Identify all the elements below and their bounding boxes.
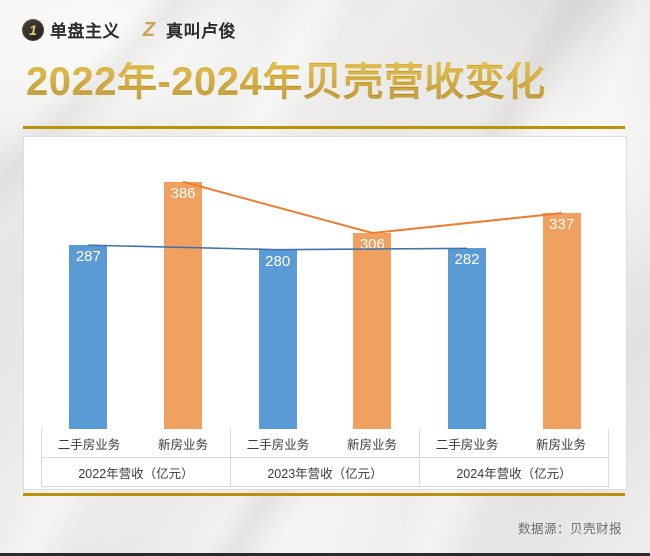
axis-group: 二手房业务 新房业务 2024年营收（亿元） [420,429,608,486]
page-title: 2022年-2024年贝壳营收变化 [26,60,546,104]
divider-bottom [23,493,625,496]
bar-新房业务-2023年营收（亿元）: 306 [353,233,392,429]
plot-area: 287 386 280 306 282 337 [24,137,626,429]
axis-subcategory-label: 新房业务 [346,437,397,452]
axis-subcategory-label: 二手房业务 [435,437,499,452]
trend-line-二手房业务趋势 [88,244,468,251]
brand-name-label: 单盘主义 [50,22,120,41]
bar-value-label: 287 [75,248,101,266]
bar-二手房业务-2024年营收（亿元）: 282 [448,248,486,429]
bar-新房业务-2022年营收（亿元）: 386 [164,181,202,429]
bar-二手房业务-2022年营收（亿元）: 287 [69,245,108,429]
chart-panel: 287 386 280 306 282 337 二手房业务 新房业务 2022年营收（亿元）二… [23,136,627,490]
axis-group-label: 2023年营收（亿元） [267,466,383,481]
bar-二手房业务-2023年营收（亿元）: 280 [258,249,297,429]
bar-value-label: 280 [265,252,291,270]
axis-subcategory-label: 新房业务 [535,437,586,452]
letter-z-icon: Z [142,18,156,41]
divider-top [23,126,625,129]
brand-bar: 1 单盘主义 Z 真叫卢俊 [22,17,236,42]
axis-subcategory-label: 二手房业务 [246,437,310,452]
axis-subcategory-row: 二手房业务 新房业务 [231,429,419,458]
axis-table: 二手房业务 新房业务 2022年营收（亿元） 二手房业务 新房业务 2023年营收（亿元）… [41,429,609,487]
circled-one-icon: 1 [22,18,44,41]
axis-subcategory-row: 二手房业务 新房业务 [420,429,608,458]
axis-group-label: 2024年营收（亿元） [456,466,572,481]
axis-group: 二手房业务 新房业务 2022年营收（亿元） [42,429,231,486]
bar-value-label: 386 [170,184,196,202]
trend-line-新房业务趋势 [182,180,562,235]
axis-subcategory-row: 二手房业务 新房业务 [42,429,230,458]
data-source-label: 数据源：贝壳财报 [517,522,622,536]
brand-zhenjiaolujun: Z 真叫卢俊 [138,17,236,42]
axis-group-label: 2022年营收（亿元） [78,466,194,481]
axis-group: 二手房业务 新房业务 2023年营收（亿元） [231,429,420,486]
axis-subcategory-label: 新房业务 [157,437,208,452]
bar-新房业务-2024年营收（亿元）: 337 [542,213,581,429]
brand-danpanzhuyi: 1 单盘主义 [22,17,120,42]
axis-subcategory-label: 二手房业务 [57,437,121,452]
bar-value-label: 337 [549,216,575,234]
bar-value-label: 282 [454,251,480,269]
line-overlay [88,180,562,251]
brand-name-label: 真叫卢俊 [166,22,236,41]
